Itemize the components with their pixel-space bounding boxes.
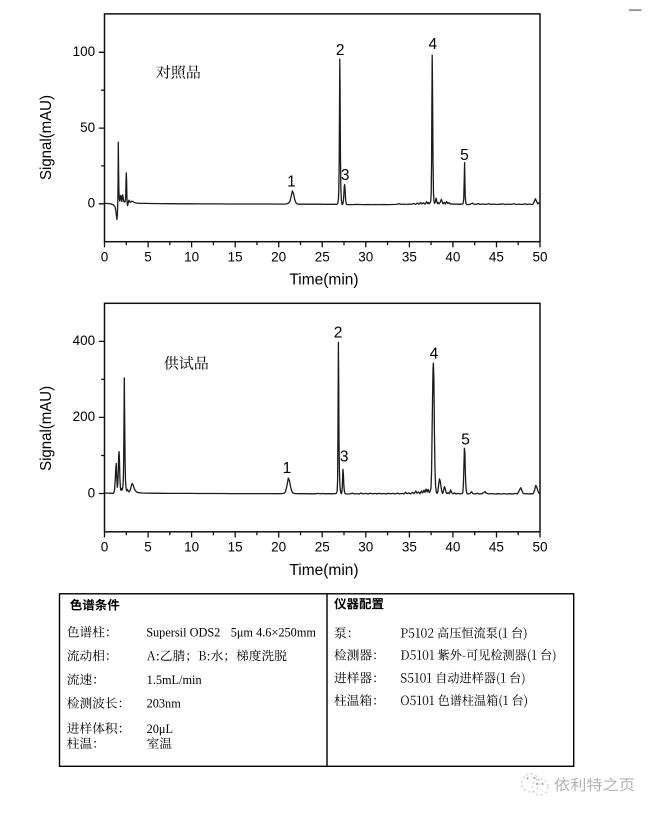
svg-text:40: 40 [445, 249, 460, 264]
svg-text:1.5mL/min: 1.5mL/min [147, 673, 202, 687]
svg-text:5: 5 [460, 147, 469, 164]
svg-text:5: 5 [461, 431, 470, 448]
svg-text:1: 1 [287, 174, 296, 191]
svg-text:50: 50 [532, 249, 547, 264]
svg-text:203nm: 203nm [147, 697, 182, 711]
svg-text:Signal(mAU): Signal(mAU) [38, 386, 55, 471]
svg-text:10: 10 [184, 540, 199, 555]
svg-text:3: 3 [340, 449, 349, 466]
svg-text:10: 10 [184, 249, 199, 264]
svg-text:35: 35 [402, 540, 417, 555]
svg-text:0: 0 [88, 196, 96, 211]
svg-text:15: 15 [228, 540, 243, 555]
svg-text:5: 5 [144, 249, 152, 264]
svg-text:30: 30 [358, 540, 373, 555]
svg-text:0: 0 [101, 540, 109, 555]
svg-text:45: 45 [489, 540, 504, 555]
svg-text:Signal(mAU): Signal(mAU) [38, 95, 55, 180]
svg-text:1: 1 [283, 460, 292, 477]
svg-text:30: 30 [358, 249, 373, 264]
svg-text:3: 3 [341, 167, 350, 184]
svg-text:35: 35 [402, 249, 417, 264]
svg-text:4: 4 [428, 36, 437, 53]
svg-text:0: 0 [101, 249, 109, 264]
svg-text:50: 50 [532, 540, 547, 555]
svg-text:20μL: 20μL [147, 722, 173, 736]
svg-text:Time(min): Time(min) [289, 272, 358, 289]
svg-text:0: 0 [88, 485, 96, 500]
svg-text:2: 2 [336, 42, 345, 59]
svg-text:20: 20 [271, 249, 286, 264]
svg-text:15: 15 [228, 249, 243, 264]
svg-text:5μm 4.6×250mm: 5μm 4.6×250mm [231, 626, 317, 640]
svg-text:Supersil ODS2: Supersil ODS2 [146, 626, 220, 640]
svg-text:2: 2 [334, 324, 343, 341]
svg-text:Time(min): Time(min) [289, 562, 358, 579]
svg-text:20: 20 [271, 540, 286, 555]
svg-text:100: 100 [73, 44, 96, 59]
svg-text:45: 45 [489, 249, 504, 264]
svg-text:40: 40 [445, 540, 460, 555]
svg-text:25: 25 [315, 540, 330, 555]
svg-text:400: 400 [73, 333, 96, 348]
svg-text:50: 50 [80, 120, 95, 135]
svg-text:4: 4 [430, 345, 439, 362]
svg-text:25: 25 [315, 249, 330, 264]
svg-text:5: 5 [144, 540, 152, 555]
svg-text:200: 200 [73, 409, 96, 424]
